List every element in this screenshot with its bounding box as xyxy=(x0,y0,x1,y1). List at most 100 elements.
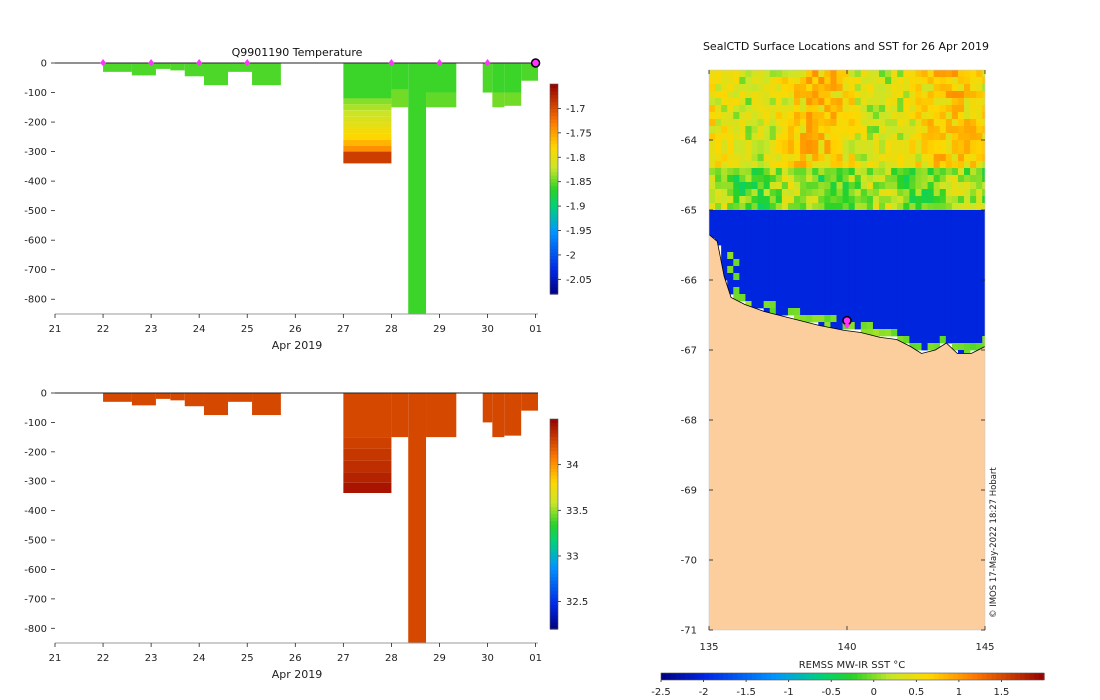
sst-cell xyxy=(818,210,825,218)
sst-cell xyxy=(933,147,941,155)
sst-cell xyxy=(897,77,904,85)
sst-cell xyxy=(909,259,916,267)
sst-cell xyxy=(866,119,874,127)
sst-cell xyxy=(951,336,959,344)
sst-cell xyxy=(812,301,819,309)
sst-cell xyxy=(909,203,916,211)
sst-cell xyxy=(733,154,740,162)
sst-cell xyxy=(964,105,971,113)
sst-cell xyxy=(951,301,959,309)
sst-cell xyxy=(721,140,728,148)
sst-cell xyxy=(824,112,831,120)
sst-cell xyxy=(787,98,795,106)
sst-cell xyxy=(818,301,825,309)
sst-cell xyxy=(970,217,977,225)
sst-cell xyxy=(860,210,868,218)
sst-cell xyxy=(800,189,807,197)
sst-cell xyxy=(812,168,819,176)
land-area xyxy=(709,234,985,630)
sst-cell xyxy=(939,126,947,134)
sst-cell xyxy=(970,329,977,337)
sst-cell xyxy=(739,140,746,148)
sst-cell xyxy=(964,273,971,281)
y-tick-label: -500 xyxy=(24,206,47,217)
sst-cell xyxy=(733,77,740,85)
sst-cell xyxy=(872,259,880,267)
sst-cell xyxy=(915,301,922,309)
x-tick-label: 23 xyxy=(145,324,158,335)
sst-cell xyxy=(733,266,740,274)
sst-cell xyxy=(854,91,862,99)
sst-cell xyxy=(757,133,765,141)
sst-cell xyxy=(885,161,892,169)
sst-cell xyxy=(830,315,837,323)
sst-cell xyxy=(921,70,928,78)
sst-cell xyxy=(927,91,935,99)
sst-cell xyxy=(836,91,843,99)
colorbar-tick-label: 32.5 xyxy=(566,597,588,608)
sst-cell xyxy=(781,231,789,239)
sst-cell xyxy=(933,245,941,253)
sst-cell xyxy=(970,231,977,239)
sst-cell xyxy=(824,238,831,246)
sst-cell xyxy=(757,273,765,281)
sst-cell xyxy=(866,133,874,141)
sst-cell xyxy=(885,175,892,183)
sst-cell xyxy=(964,329,971,337)
sst-cell xyxy=(957,84,965,92)
sst-cell xyxy=(915,252,922,260)
sst-colorbar-tick-label: -0.5 xyxy=(821,687,841,698)
sst-cell xyxy=(860,224,868,232)
sst-cell xyxy=(860,161,868,169)
colorbar-segment xyxy=(550,185,558,190)
sst-cell xyxy=(879,126,886,134)
sst-cell xyxy=(757,259,765,267)
sst-cell xyxy=(818,175,825,183)
sst-cell xyxy=(715,154,722,162)
sst-cell xyxy=(769,70,777,78)
sst-cell xyxy=(945,245,953,253)
profile-15-layer-0 xyxy=(521,63,538,81)
sst-cell xyxy=(921,196,928,204)
sst-cell xyxy=(781,252,789,260)
sst-colorbar-segment xyxy=(981,673,988,680)
sst-cell xyxy=(903,98,910,106)
sst-cell xyxy=(903,210,910,218)
sst-cell xyxy=(751,168,758,176)
sst-cell xyxy=(836,238,843,246)
sst-cell xyxy=(927,315,935,323)
sst-cell xyxy=(909,301,916,309)
sst-cell xyxy=(800,301,807,309)
sst-cell xyxy=(903,224,910,232)
sst-cell xyxy=(927,217,935,225)
sst-cell xyxy=(939,119,947,127)
sst-cell xyxy=(945,91,953,99)
sst-cell xyxy=(927,224,935,232)
sst-cell xyxy=(763,147,771,155)
sst-cell xyxy=(891,259,898,267)
sst-cell xyxy=(879,105,886,113)
sst-cell xyxy=(921,77,928,85)
sst-cell xyxy=(951,189,959,197)
sst-cell xyxy=(885,259,892,267)
sst-cell xyxy=(957,217,965,225)
sst-cell xyxy=(885,273,892,281)
sst-cell xyxy=(830,245,837,253)
sst-cell xyxy=(982,203,985,211)
sst-cell xyxy=(769,196,777,204)
sst-cell xyxy=(866,329,874,337)
sst-cell xyxy=(824,252,831,260)
sst-cell xyxy=(787,238,795,246)
profile-11-layer-0 xyxy=(426,393,457,438)
profile-8-layer-1 xyxy=(343,98,392,105)
sst-cell xyxy=(970,252,977,260)
sst-cell xyxy=(824,308,831,316)
sst-cell xyxy=(909,182,916,190)
sst-cell xyxy=(976,266,983,274)
sst-cell xyxy=(769,280,777,288)
sst-cell xyxy=(751,91,758,99)
map-lat-label: -67 xyxy=(681,346,697,357)
profile-6-layer-0 xyxy=(228,63,253,72)
sst-cell xyxy=(891,217,898,225)
sst-cell xyxy=(957,112,965,120)
